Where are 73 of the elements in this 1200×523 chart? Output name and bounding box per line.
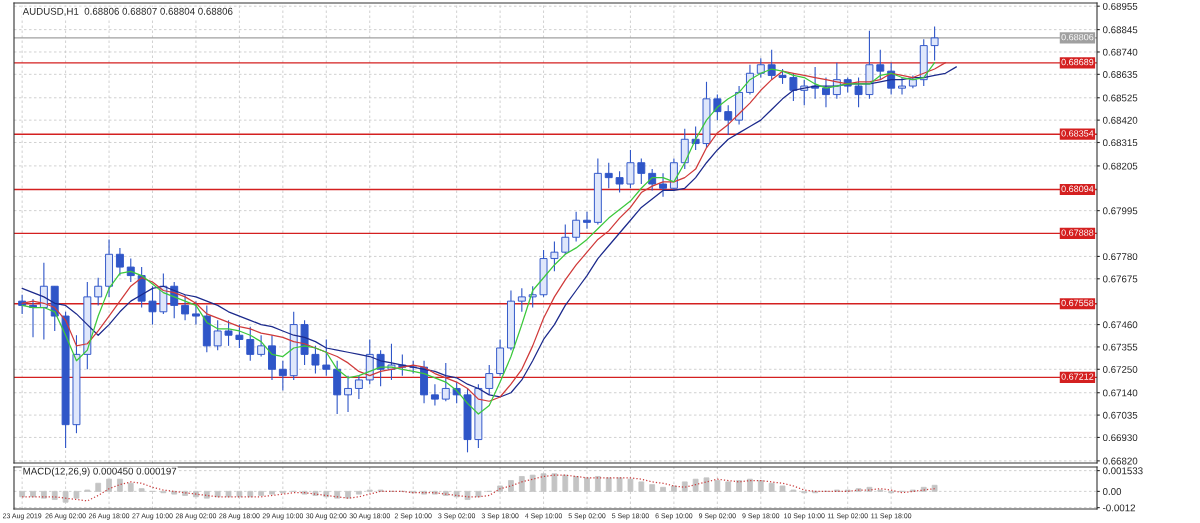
candlestick [659, 172, 668, 198]
candlestick [930, 25, 939, 62]
y-tick-label: 0.67035 [1102, 411, 1138, 419]
y-tick-label: 0.68635 [1102, 71, 1138, 78]
candlestick [724, 104, 733, 136]
candlestick [441, 362, 450, 402]
y-tick-label: 0.67780 [1102, 253, 1138, 261]
candlestick [344, 375, 352, 413]
chart-title: AUDUSD,H1 0.68806 0.68807 0.68804 0.68806 [22, 7, 233, 16]
candlestick [626, 149, 635, 189]
candlestick [322, 338, 331, 377]
chart-title: MACD(12,26,9) 0.000450 0.000197 [23, 467, 177, 477]
y-tick-label: 0.68315 [1102, 139, 1138, 147]
candlestick [550, 240, 559, 272]
candlestick [822, 76, 830, 108]
candlestick [898, 76, 906, 96]
candlestick [148, 285, 157, 326]
candlestick [572, 211, 581, 243]
y-tick-label: 0.67460 [1102, 321, 1138, 329]
candlestick [257, 334, 266, 358]
ref-line-label: 0.67888 [1061, 229, 1094, 236]
candlestick [311, 345, 320, 375]
y-tick-label: 0.67140 [1102, 389, 1138, 397]
y-tick-label: -0.0012 [1102, 504, 1136, 512]
candlestick [235, 324, 244, 349]
candlestick [756, 57, 765, 79]
candlestick [789, 72, 798, 102]
y-tick-label: 0.68525 [1102, 94, 1138, 102]
candlestick [854, 76, 863, 108]
y-tick-label: 0.68955 [1102, 2, 1138, 10]
candlestick [224, 319, 233, 347]
y-tick-label: 0.68205 [1102, 162, 1138, 170]
ref-line-label: 0.67212 [1061, 373, 1094, 380]
ref-line-label: 0.68806 [1061, 33, 1094, 41]
y-tick-label: 0.67995 [1102, 207, 1138, 215]
candlestick [354, 375, 363, 400]
candlestick [561, 223, 570, 255]
candlestick [637, 157, 646, 185]
candlestick [191, 300, 200, 326]
candlestick [18, 294, 27, 315]
ref-line-label: 0.68094 [1061, 185, 1094, 192]
candlestick [268, 334, 276, 381]
candlestick [517, 287, 526, 313]
y-tick-label: 0.67250 [1102, 366, 1138, 373]
candlestick [604, 162, 613, 189]
candlestick [583, 211, 591, 230]
y-tick-label: 0.66820 [1102, 457, 1138, 465]
ref-line-label: 0.68354 [1061, 130, 1094, 137]
candlestick [485, 364, 494, 396]
y-tick-label: 0.66930 [1102, 434, 1138, 442]
y-tick-label: 0.68420 [1102, 116, 1138, 124]
y-tick-label: 0.00 [1102, 488, 1122, 496]
y-tick-label: 0.68740 [1102, 48, 1138, 56]
ref-line-label: 0.68689 [1061, 58, 1094, 66]
candlestick [126, 258, 135, 283]
candlestick [528, 285, 537, 309]
candlestick [115, 247, 124, 277]
candlestick [767, 49, 776, 81]
y-tick-label: 0.68845 [1102, 26, 1138, 34]
candlestick [876, 49, 885, 81]
candlestick [430, 383, 439, 407]
candlestick [680, 128, 689, 170]
y-tick-label: 0.001533 [1102, 467, 1143, 475]
candlestick [181, 294, 190, 321]
candlestick [246, 326, 255, 362]
candlestick [94, 277, 103, 306]
candlestick [278, 360, 287, 392]
candlestick [615, 170, 624, 194]
y-tick-label: 0.67355 [1102, 343, 1138, 351]
y-tick-label: 0.67675 [1102, 275, 1138, 283]
candlestick [213, 319, 222, 351]
candlestick [745, 64, 754, 96]
ref-line-label: 0.67558 [1061, 299, 1094, 307]
